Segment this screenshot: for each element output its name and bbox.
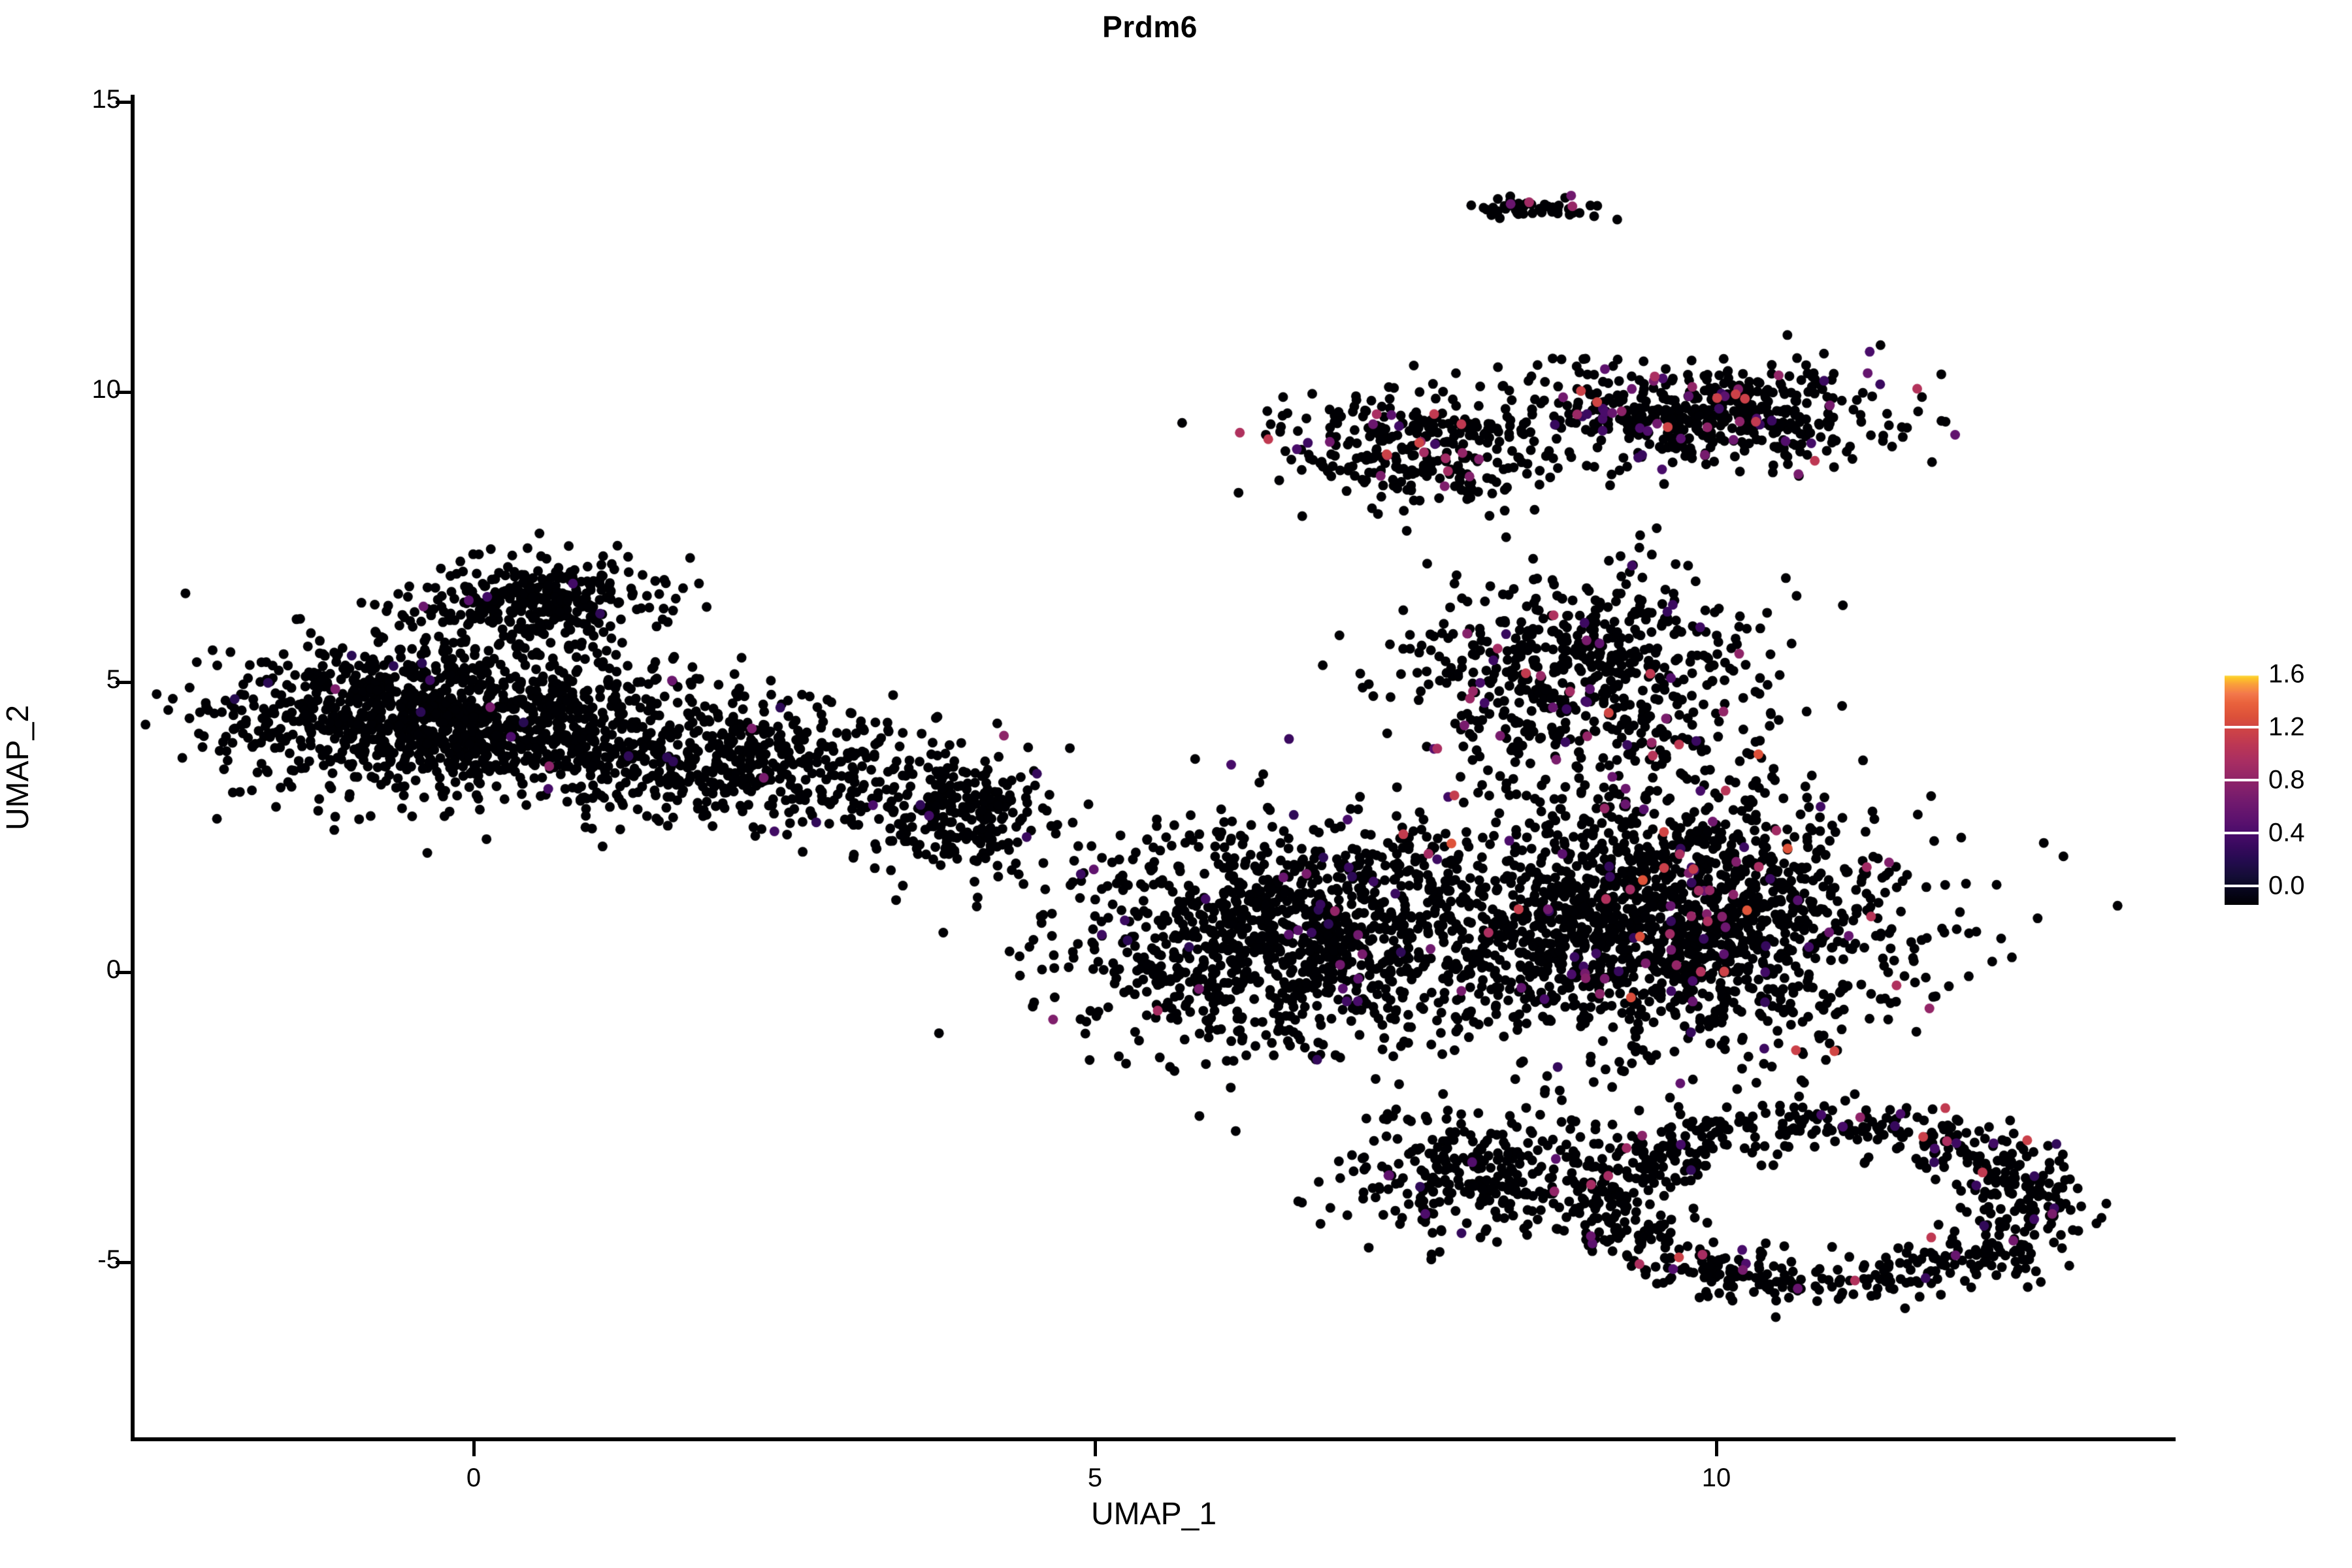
colorbar-label-0-8: 0.8 xyxy=(2268,765,2305,794)
colorbar-legend: 1.6 1.2 0.8 0.4 0.0 xyxy=(2221,660,2345,921)
x-tick-mark-0 xyxy=(472,1441,476,1456)
y-tick-label-0: 0 xyxy=(106,955,121,984)
colorbar-tick-0-0 xyxy=(2225,885,2259,887)
y-tick-mark-m5 xyxy=(116,1261,131,1264)
colorbar-tick-1-6 xyxy=(2225,673,2259,676)
colorbar-tick-0-8 xyxy=(2225,779,2259,781)
y-tick-mark-5 xyxy=(116,681,131,684)
y-tick-label-m5: -5 xyxy=(97,1245,121,1274)
colorbar-tick-0-4 xyxy=(2225,832,2259,834)
y-tick-mark-15 xyxy=(116,101,131,104)
scatter-plot-canvas xyxy=(133,96,2175,1439)
y-axis-line xyxy=(131,95,135,1441)
plot-panel xyxy=(133,96,2175,1439)
x-tick-label-5: 5 xyxy=(1087,1463,1103,1492)
page-title: Prdm6 xyxy=(1102,10,1198,44)
colorbar-label-0-0: 0.0 xyxy=(2268,871,2305,900)
x-tick-mark-5 xyxy=(1094,1441,1097,1456)
x-tick-label-10: 10 xyxy=(1701,1463,1731,1492)
x-tick-mark-10 xyxy=(1715,1441,1718,1456)
x-tick-label-0: 0 xyxy=(466,1463,482,1492)
y-tick-label-5: 5 xyxy=(106,665,121,694)
y-tick-mark-0 xyxy=(116,971,131,974)
x-axis-line xyxy=(131,1437,2176,1441)
y-tick-label-15: 15 xyxy=(91,85,122,114)
colorbar-gradient xyxy=(2225,673,2259,905)
colorbar-label-1-2: 1.2 xyxy=(2268,712,2305,742)
y-axis-title: UMAP_2 xyxy=(1,704,35,831)
colorbar-tick-1-2 xyxy=(2225,726,2259,728)
colorbar-label-0-4: 0.4 xyxy=(2268,818,2305,847)
colorbar-label-1-6: 1.6 xyxy=(2268,659,2305,689)
y-tick-mark-10 xyxy=(116,391,131,394)
x-axis-title: UMAP_1 xyxy=(1090,1497,1217,1531)
y-tick-label-10: 10 xyxy=(91,375,122,404)
